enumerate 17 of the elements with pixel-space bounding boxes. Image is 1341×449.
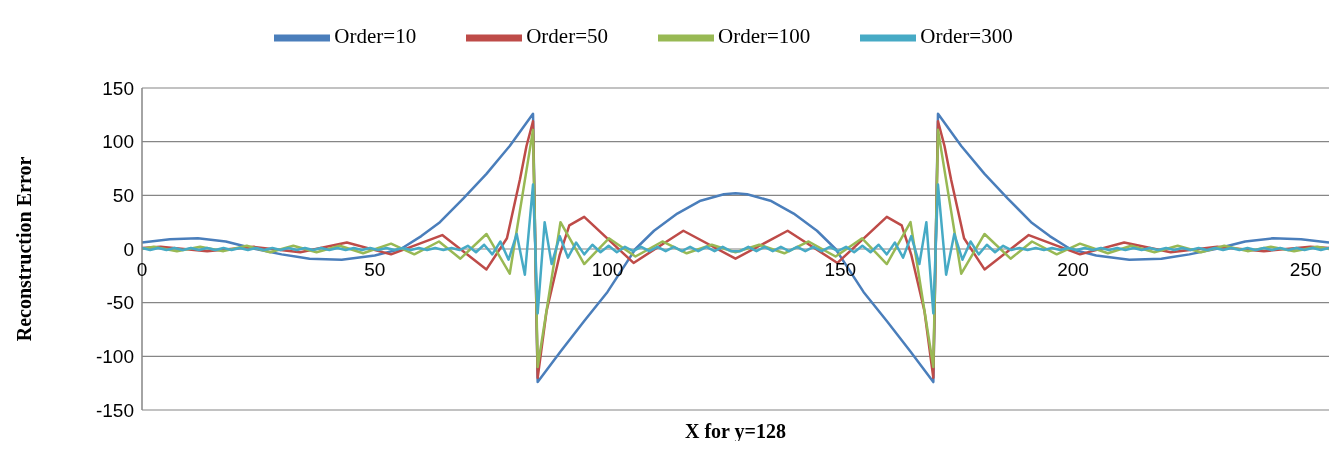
legend-label: Order=10 — [334, 23, 417, 48]
y-tick-label: 50 — [112, 185, 134, 207]
x-tick-label: 100 — [591, 259, 624, 280]
x-tick-label: 200 — [1057, 259, 1089, 280]
legend-label: Order=100 — [718, 23, 811, 48]
y-tick-label: 150 — [102, 77, 134, 99]
y-tick-label: -50 — [106, 292, 134, 314]
y-tick-label: 0 — [123, 238, 134, 260]
y-axis-title: Reconstruction Error — [13, 156, 36, 342]
y-tick-label: -100 — [95, 346, 134, 368]
x-tick-label: 250 — [1289, 259, 1322, 280]
legend-label: Order=50 — [526, 23, 608, 48]
x-tick-label: 0 — [136, 259, 148, 280]
x-tick-label: 50 — [364, 259, 386, 280]
y-tick-label: 100 — [102, 131, 134, 153]
legend-label: Order=300 — [920, 23, 1013, 48]
y-tick-label: -150 — [95, 399, 134, 421]
